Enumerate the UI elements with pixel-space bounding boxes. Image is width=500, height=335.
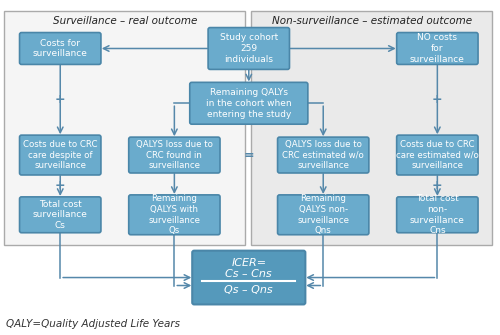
Text: =: = (244, 148, 254, 161)
FancyBboxPatch shape (20, 135, 101, 175)
FancyBboxPatch shape (396, 197, 478, 233)
FancyBboxPatch shape (20, 197, 101, 233)
Text: QALYS loss due to
CRC found in
surveillance: QALYS loss due to CRC found in surveilla… (136, 140, 213, 170)
Text: Non-surveillance – estimated outcome: Non-surveillance – estimated outcome (272, 16, 472, 25)
FancyBboxPatch shape (278, 195, 369, 235)
Text: Study cohort
259
individuals: Study cohort 259 individuals (220, 33, 278, 64)
FancyBboxPatch shape (396, 32, 478, 64)
Text: +: + (432, 93, 442, 106)
Text: NO costs
for
surveillance: NO costs for surveillance (410, 33, 465, 64)
Text: Remaining
QALYS with
surveillance
Qs: Remaining QALYS with surveillance Qs (148, 194, 201, 236)
Text: Costs due to CRC
care despite of
surveillance: Costs due to CRC care despite of surveil… (23, 140, 98, 170)
Text: +: + (55, 180, 66, 192)
FancyBboxPatch shape (4, 11, 245, 245)
FancyBboxPatch shape (20, 32, 101, 64)
Text: Surveillance – real outcome: Surveillance – real outcome (52, 16, 197, 25)
FancyBboxPatch shape (190, 82, 308, 124)
Text: Costs due to CRC
care estimated w/o
surveillance: Costs due to CRC care estimated w/o surv… (396, 140, 478, 170)
FancyBboxPatch shape (128, 137, 220, 173)
Text: Costs for
surveillance: Costs for surveillance (33, 39, 88, 58)
Text: Cs – Cns: Cs – Cns (226, 269, 272, 279)
Text: +: + (432, 180, 442, 192)
FancyBboxPatch shape (396, 135, 478, 175)
Text: Total cost
non-
surveillance
Cns: Total cost non- surveillance Cns (410, 194, 465, 236)
FancyBboxPatch shape (128, 195, 220, 235)
Text: +: + (55, 93, 66, 106)
Text: Remaining
QALYS non-
surveillance
Qns: Remaining QALYS non- surveillance Qns (297, 194, 349, 236)
Text: Qs – Qns: Qs – Qns (224, 285, 273, 295)
FancyBboxPatch shape (278, 137, 369, 173)
Text: QALY=Quality Adjusted Life Years: QALY=Quality Adjusted Life Years (6, 319, 180, 329)
Text: Total cost
surveillance
Cs: Total cost surveillance Cs (33, 200, 88, 230)
FancyBboxPatch shape (251, 11, 492, 245)
Text: QALYS loss due to
CRC estimated w/o
surveillance: QALYS loss due to CRC estimated w/o surv… (282, 140, 364, 170)
FancyBboxPatch shape (208, 27, 290, 69)
FancyBboxPatch shape (192, 251, 306, 305)
Text: ICER=: ICER= (231, 258, 266, 268)
Text: Remaining QALYs
in the cohort when
entering the study: Remaining QALYs in the cohort when enter… (206, 88, 292, 119)
